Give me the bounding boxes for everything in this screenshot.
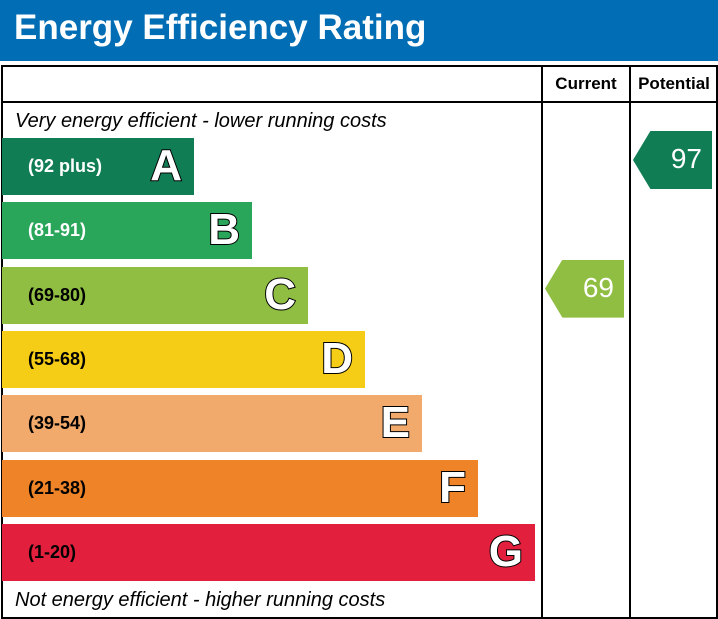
current-rating-value: 69 <box>582 271 614 303</box>
band-letter: D <box>320 333 354 384</box>
bottom-note: Not energy efficient - higher running co… <box>15 589 386 611</box>
potential-rating-value: 97 <box>670 143 702 174</box>
top-note: Very energy efficient - lower running co… <box>15 110 387 132</box>
potential-header: Potential <box>638 74 710 93</box>
band-letter: F <box>438 462 467 513</box>
band-b: (81-91) B <box>2 202 252 260</box>
band-range: (81-91) <box>28 220 87 241</box>
band-range: (92 plus) <box>28 156 103 176</box>
band-range: (21-38) <box>28 477 87 498</box>
band-e: (39-54) E <box>2 395 422 453</box>
current-rating-arrow: 69 <box>545 259 624 318</box>
band-letter: G <box>488 526 524 577</box>
potential-rating-arrow: 97 <box>633 131 712 189</box>
band-d: (55-68) D <box>2 330 365 388</box>
chart-title: Energy Efficiency Rating <box>14 8 427 47</box>
band-letter: C <box>263 269 297 320</box>
title-bar: Energy Efficiency Rating <box>0 0 718 61</box>
band-range: (1-20) <box>28 541 77 562</box>
column-divider <box>629 65 631 617</box>
band-range: (55-68) <box>28 348 87 369</box>
header-divider <box>1 101 717 103</box>
current-header: Current <box>555 74 617 93</box>
band-g: (1-20) G <box>2 523 535 581</box>
band-a: (92 plus) A <box>2 138 194 195</box>
band-c: (69-80) C <box>2 266 308 324</box>
band-range: (69-80) <box>28 284 87 305</box>
column-divider <box>541 65 543 617</box>
band-letter: E <box>380 397 411 448</box>
band-letter: B <box>207 204 241 255</box>
band-f: (21-38) F <box>2 459 478 517</box>
band-letter: A <box>149 140 183 191</box>
band-range: (39-54) <box>28 413 87 434</box>
